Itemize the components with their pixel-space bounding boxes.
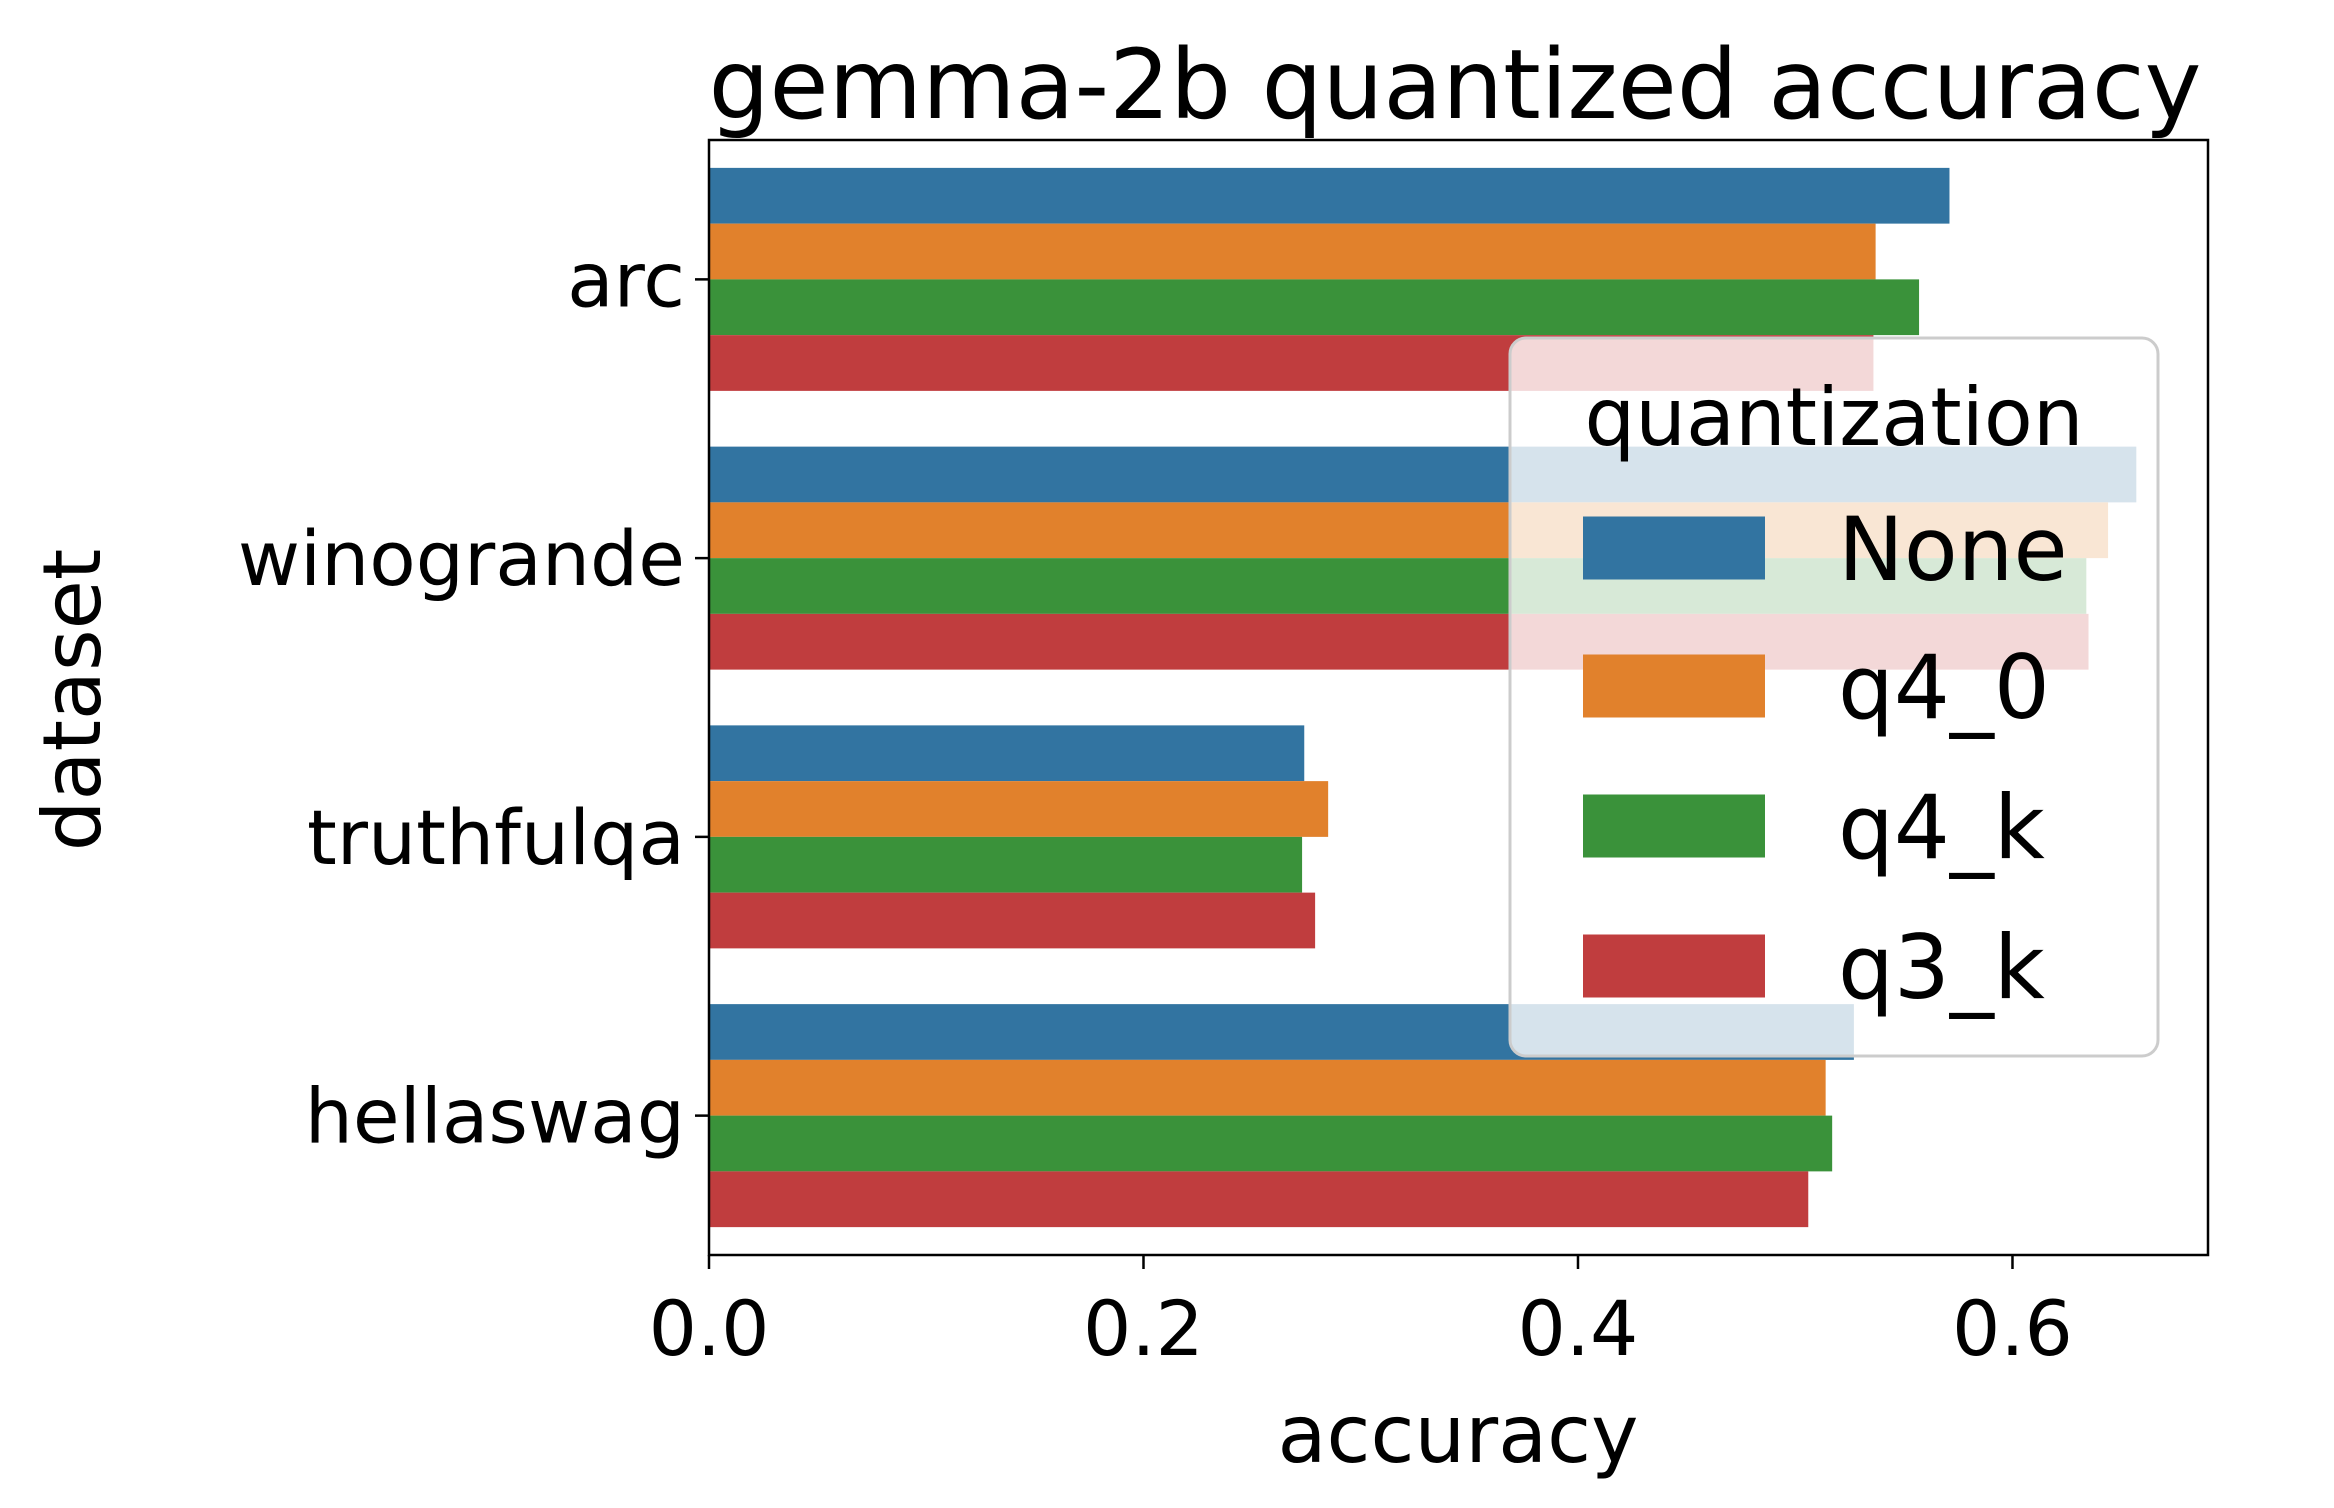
bar-truthfulqa-q4_k [709,836,1303,893]
bar-truthfulqa-q4_0 [709,781,1329,837]
legend-label-q4_k: q4_k [1838,776,2045,879]
legend-label-q3_k: q3_k [1838,916,2045,1019]
x-ticks: 0.0 0.2 0.4 0.6 [649,1255,2073,1373]
bar-arc-q4_0 [709,223,1876,280]
x-axis-label: accuracy [1278,1388,1639,1481]
legend-label-q4_0: q4_0 [1838,636,2050,739]
legend-title: quantization [1584,371,2083,464]
y-tick-label: hellaswag [305,1072,685,1161]
bar-hellaswag-q3_k [709,1171,1809,1228]
bar-arc-None [709,167,1950,224]
x-tick-label: 0.6 [1952,1284,2073,1373]
plot-frame [707,138,2210,1257]
legend-swatch-None [1583,516,1765,580]
bar-hellaswag-q4_0 [709,1059,1826,1116]
bar-arc-q4_k [709,279,1920,336]
legend-swatch-q4_0 [1583,654,1765,718]
legend: quantization None q4_0 q4_k q3_k [1508,336,2160,1058]
y-axis-label: dataset [26,549,119,851]
bar-hellaswag-q4_k [709,1115,1833,1172]
x-tick-label: 0.4 [1518,1284,1639,1373]
bar-truthfulqa-q3_k [709,892,1316,949]
legend-swatch-q3_k [1583,934,1765,998]
y-ticks: arc winogrande truthfulqa hellaswag [238,235,709,1161]
y-tick-label: winogrande [238,514,685,603]
y-tick-label: arc [567,235,685,324]
x-tick-label: 0.2 [1083,1284,1204,1373]
chart-title: gemma-2b quantized accuracy [709,29,2202,141]
y-tick-label: truthfulqa [307,793,685,882]
x-tick-label: 0.0 [649,1284,770,1373]
legend-label-None: None [1838,498,2068,601]
bar-truthfulqa-None [709,725,1305,782]
legend-swatch-q4_k [1583,794,1765,858]
